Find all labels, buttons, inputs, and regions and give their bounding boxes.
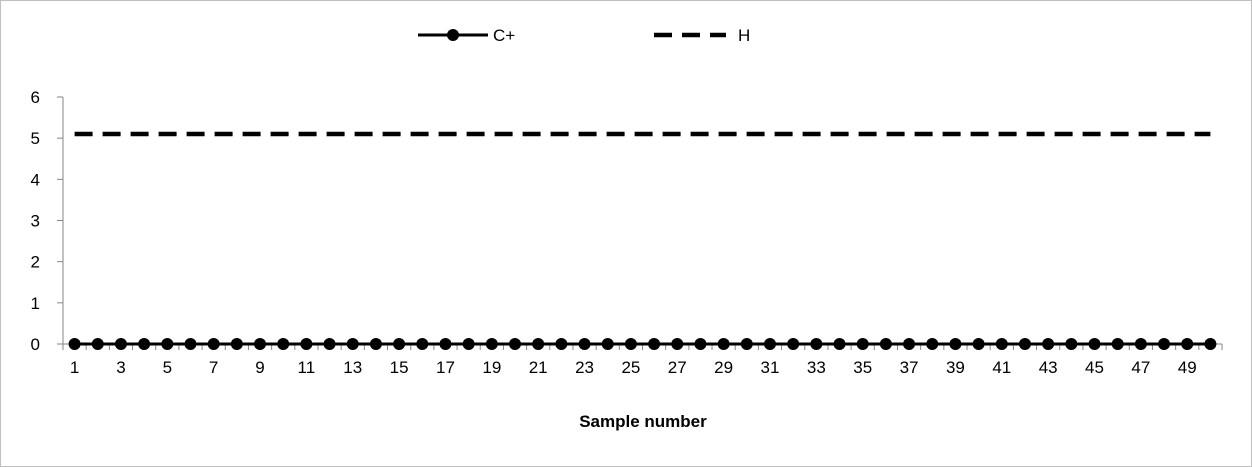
series-c-plus-point [1065, 338, 1078, 350]
y-tick-label: 5 [31, 129, 40, 148]
x-tick-label: 15 [390, 358, 409, 377]
series-c-plus-point [230, 338, 243, 350]
series-c-plus-point [393, 338, 406, 350]
y-axis: 0 1 2 3 4 5 6 [31, 88, 64, 354]
series-c-plus-point [254, 338, 267, 350]
series-c-plus-point [346, 338, 359, 350]
x-tick-label: 45 [1085, 358, 1104, 377]
series-c-plus-point [763, 338, 776, 350]
x-tick-label: 47 [1131, 358, 1150, 377]
x-tick-label: 5 [163, 358, 172, 377]
series-c-plus-point [532, 338, 545, 350]
series-c-plus-point [648, 338, 661, 350]
series-c-plus-point [439, 338, 452, 350]
series-c-plus-point [1111, 338, 1124, 350]
series-c-plus-point [624, 338, 637, 350]
series-c-plus-point [856, 338, 869, 350]
series-c-plus-point [1018, 338, 1031, 350]
x-tick-label: 11 [298, 358, 316, 377]
series-c-plus-point [578, 338, 591, 350]
x-tick-label: 21 [529, 358, 548, 377]
series-c-plus-point [138, 338, 151, 350]
series-c-plus-point [810, 338, 823, 350]
y-tick-label: 0 [31, 335, 40, 354]
series-c-plus-point [694, 338, 707, 350]
series-c-plus-point [91, 338, 104, 350]
series-c-plus-point [207, 338, 220, 350]
series-c-plus-point [740, 338, 753, 350]
series-c-plus-point [68, 338, 81, 350]
series-c-plus-point [300, 338, 313, 350]
x-tick-label: 29 [714, 358, 733, 377]
legend-c-plus-label: C+ [493, 26, 515, 45]
y-tick-label: 2 [31, 253, 40, 272]
series-c-plus-point [903, 338, 916, 350]
series-c-plus-point [879, 338, 892, 350]
x-tick-label: 39 [946, 358, 965, 377]
x-tick-label: 49 [1178, 358, 1197, 377]
series-c-plus-point [717, 338, 730, 350]
series-c-plus-point [949, 338, 962, 350]
x-axis-title: Sample number [579, 412, 707, 431]
x-tick-label: 37 [900, 358, 919, 377]
series-c-plus-point [555, 338, 568, 350]
x-tick-label: 27 [668, 358, 687, 377]
x-tick-label: 17 [436, 358, 455, 377]
x-tick-label: 19 [482, 358, 501, 377]
legend-c-plus-marker [447, 29, 459, 41]
series-c-plus-point [787, 338, 800, 350]
legend: C+ H [418, 26, 750, 45]
x-tick-label: 43 [1039, 358, 1058, 377]
series-c-plus-point [184, 338, 197, 350]
series-c-plus-point [833, 338, 846, 350]
series-c-plus-point [114, 338, 127, 350]
series-c-plus-point [926, 338, 939, 350]
x-tick-label: 35 [853, 358, 872, 377]
x-tick-label: 7 [209, 358, 218, 377]
y-tick-label: 4 [31, 170, 40, 189]
series-c-plus-point [995, 338, 1008, 350]
series-c-plus-point [509, 338, 522, 350]
series-c-plus-point [1181, 338, 1194, 350]
series-c-plus-point [671, 338, 684, 350]
series-c-plus-point [601, 338, 614, 350]
series-c-plus-point [277, 338, 290, 350]
y-tick-label: 3 [31, 212, 40, 231]
x-tick-label: 3 [116, 358, 125, 377]
x-tick-label: 41 [992, 358, 1011, 377]
series-c-plus-point [485, 338, 498, 350]
x-tick-label: 23 [575, 358, 594, 377]
series-c-plus [68, 338, 1217, 350]
x-tick-label: 25 [621, 358, 640, 377]
series-c-plus-point [1134, 338, 1147, 350]
series-c-plus-point [323, 338, 336, 350]
series-c-plus-point [462, 338, 475, 350]
legend-h-label: H [738, 26, 750, 45]
series-c-plus-point [369, 338, 382, 350]
x-tick-label: 31 [761, 358, 780, 377]
series-c-plus-point [1204, 338, 1217, 350]
series-c-plus-point [972, 338, 985, 350]
y-tick-label: 1 [31, 294, 40, 313]
series-c-plus-point [1042, 338, 1055, 350]
series-c-plus-point [416, 338, 429, 350]
y-tick-label: 6 [31, 88, 40, 107]
series-c-plus-point [1158, 338, 1171, 350]
series-c-plus-point [1088, 338, 1101, 350]
x-tick-label: 9 [255, 358, 264, 377]
x-tick-label: 13 [343, 358, 362, 377]
x-tick-label: 33 [807, 358, 826, 377]
x-tick-label: 1 [70, 358, 79, 377]
series-c-plus-point [161, 338, 174, 350]
